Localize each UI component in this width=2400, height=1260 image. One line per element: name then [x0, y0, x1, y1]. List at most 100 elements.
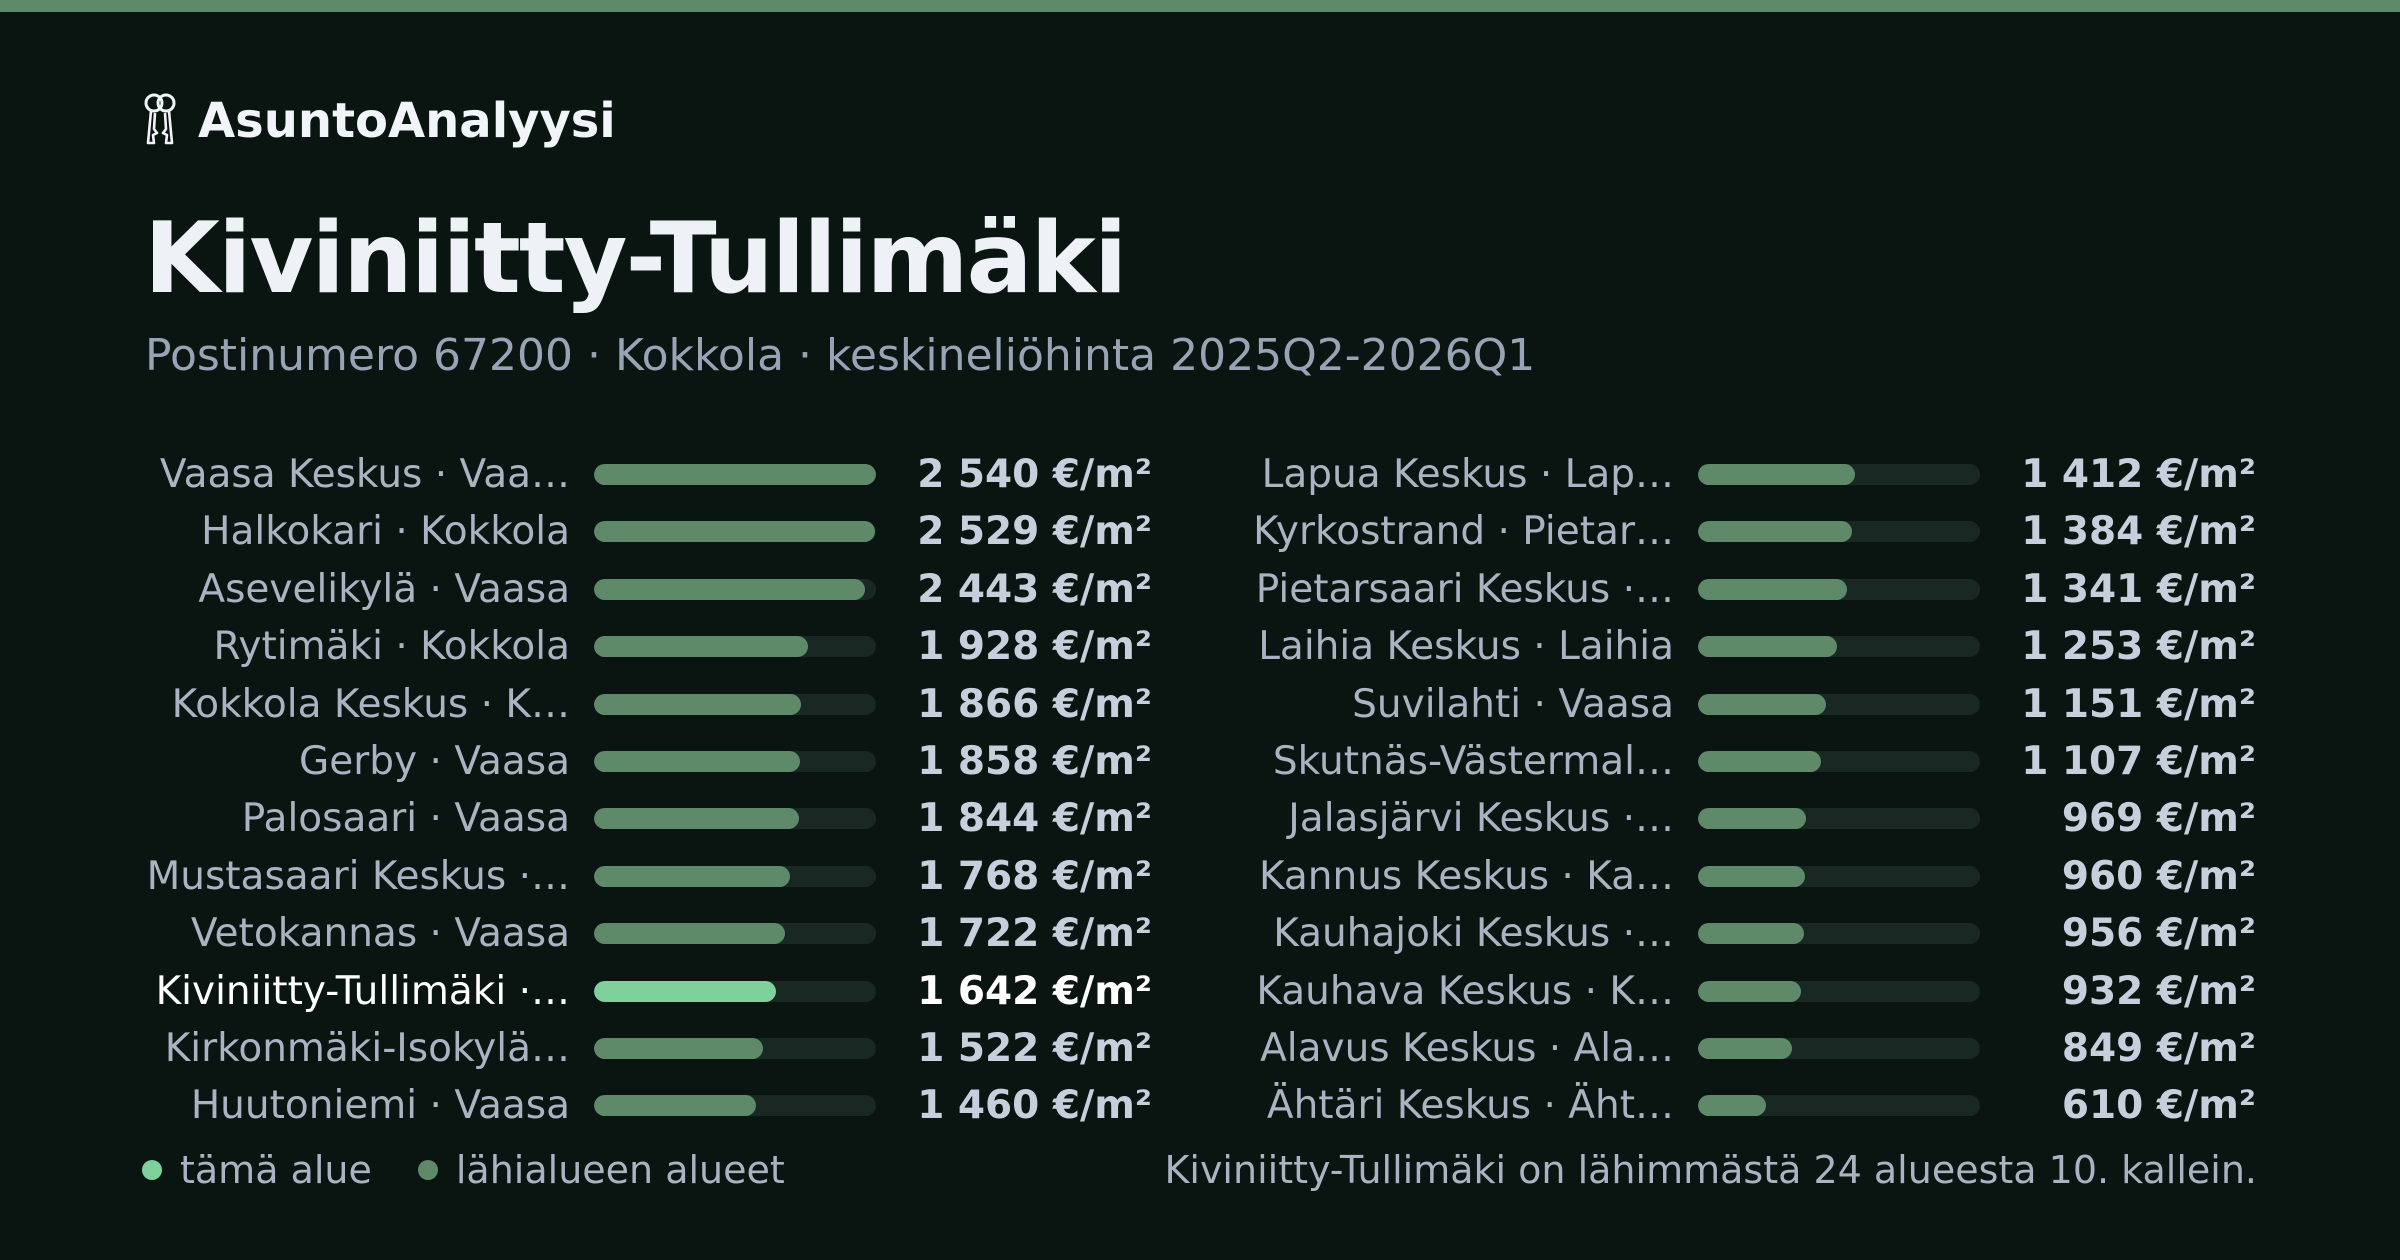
bar-value-label: 969 €/m²: [2061, 796, 2256, 842]
bar-track: [1698, 578, 1980, 600]
bar: [1698, 1037, 1792, 1059]
bar-label: Pietarsaari Keskus ·…: [1255, 566, 1674, 612]
bar-value-label: 1 384 €/m²: [2021, 509, 2256, 555]
bar-label: Mustasaari Keskus ·…: [146, 853, 570, 899]
bar: [594, 808, 799, 830]
bar-row: Vetokannas · Vaasa 1 722 €/m²: [0, 905, 1152, 962]
bar: [1698, 865, 1805, 887]
bar-track: [1698, 693, 1980, 715]
bar-row: Ähtäri Keskus · Äht… 610 €/m²: [1104, 1077, 2256, 1134]
bar-value-label: 2 540 €/m²: [917, 452, 1152, 497]
bar-label: Halkokari · Kokkola: [201, 509, 570, 555]
bar-track: [594, 980, 876, 1002]
bar-label: Asevelikylä · Vaasa: [198, 566, 570, 612]
bar-track: [594, 464, 876, 485]
brand-name: AsuntoAnalyysi: [198, 93, 616, 149]
page-title: Kiviniitty-Tullimäki: [144, 202, 1127, 316]
bar: [594, 750, 800, 772]
bar-track: [1698, 980, 1980, 1002]
bar-value-label: 1 642 €/m²: [917, 968, 1152, 1014]
bar-track: [594, 923, 876, 945]
bar: [1698, 750, 1821, 772]
bar-value-label: 1 768 €/m²: [917, 853, 1152, 899]
bar-row: Mustasaari Keskus ·… 1 768 €/m²: [0, 848, 1152, 905]
bar-row: Suvilahti · Vaasa 1 151 €/m²: [1104, 676, 2256, 733]
legend-label-this-area: tämä alue: [180, 1148, 372, 1192]
bar-label: Ähtäri Keskus · Äht…: [1266, 1083, 1674, 1129]
bar-row: Huutoniemi · Vaasa 1 460 €/m²: [0, 1077, 1152, 1134]
bar: [594, 865, 790, 887]
bar-track: [1698, 1095, 1980, 1117]
bar: [1698, 980, 1801, 1002]
bar-row: Asevelikylä · Vaasa 2 443 €/m²: [0, 561, 1152, 618]
bar-row: Kauhajoki Keskus ·… 956 €/m²: [1104, 905, 2256, 962]
bar-track: [1698, 808, 1980, 830]
bar: [1698, 1095, 1766, 1117]
bar-track: [1698, 750, 1980, 772]
bar-value-label: 1 412 €/m²: [2021, 452, 2256, 497]
brand: AsuntoAnalyysi: [140, 88, 616, 154]
legend-item-nearby-areas: lähialueen alueet: [417, 1148, 785, 1192]
bar-value-label: 2 529 €/m²: [917, 509, 1152, 555]
bar-track: [1698, 636, 1980, 658]
bar-label: Kannus Keskus · Ka…: [1258, 853, 1674, 899]
bar: [594, 693, 801, 715]
legend: tämä alue lähialueen alueet: [142, 1148, 831, 1192]
bar-label: Alavus Keskus · Ala…: [1260, 1025, 1674, 1071]
bar-track: [594, 636, 876, 658]
bar: [594, 1095, 756, 1117]
bar: [1698, 808, 1806, 830]
top-accent-bar: [0, 0, 2400, 12]
bar-label: Lapua Keskus · Lap…: [1261, 452, 1674, 497]
bar: [594, 1037, 763, 1059]
bar-label: Gerby · Vaasa: [299, 738, 570, 784]
bar-value-label: 1 844 €/m²: [917, 796, 1152, 842]
bar: [594, 464, 876, 485]
bar-row: Laihia Keskus · Laihia 1 253 €/m²: [1104, 618, 2256, 675]
bar-row: Palosaari · Vaasa 1 844 €/m²: [0, 790, 1152, 847]
bar-label: Huutoniemi · Vaasa: [190, 1083, 570, 1129]
bar-value-label: 1 858 €/m²: [917, 738, 1152, 784]
bar-chart-left-column: Vaasa Keskus · Vaa… 2 540 €/m² Halkokari ·…: [0, 446, 1152, 1135]
bar-row: Kannus Keskus · Ka… 960 €/m²: [1104, 848, 2256, 905]
bar-track: [1698, 521, 1980, 543]
bar-label: Jalasjärvi Keskus ·…: [1288, 796, 1674, 842]
bar: [594, 521, 875, 543]
bar-value-label: 849 €/m²: [2061, 1025, 2256, 1071]
bar: [1698, 636, 1837, 658]
bar-track: [1698, 923, 1980, 945]
bar-label: Kauhajoki Keskus ·…: [1273, 911, 1674, 957]
bar-row: Pietarsaari Keskus ·… 1 341 €/m²: [1104, 561, 2256, 618]
bar-label: Kauhava Keskus · K…: [1256, 968, 1674, 1014]
bar-row: Rytimäki · Kokkola 1 928 €/m²: [0, 618, 1152, 675]
bar-label: Laihia Keskus · Laihia: [1258, 624, 1674, 670]
bar-label: Kirkonmäki-Isokylä…: [164, 1025, 570, 1071]
bar-track: [1698, 464, 1980, 485]
bar-value-label: 2 443 €/m²: [917, 566, 1152, 612]
bar-value-label: 960 €/m²: [2061, 853, 2256, 899]
keys-icon: [144, 93, 176, 145]
bar-track: [594, 808, 876, 830]
bar-track: [1698, 865, 1980, 887]
bar: [1698, 923, 1804, 945]
bar-value-label: 1 460 €/m²: [917, 1083, 1152, 1129]
bar-track: [594, 865, 876, 887]
bar-track: [594, 750, 876, 772]
bar-track: [594, 1095, 876, 1117]
bar-label: Rytimäki · Kokkola: [213, 624, 570, 670]
bar-highlight: [594, 980, 776, 1002]
bar-label: Vaasa Keskus · Vaa…: [159, 452, 570, 497]
bar-value-label: 1 866 €/m²: [917, 681, 1152, 727]
bar-label: Kokkola Keskus · K…: [171, 681, 570, 727]
legend-item-this-area: tämä alue: [142, 1148, 372, 1192]
bar-value-label: 956 €/m²: [2061, 911, 2256, 957]
bar-row: Kokkola Keskus · K… 1 866 €/m²: [0, 676, 1152, 733]
page-subtitle: Postinumero 67200 · Kokkola · keskineliö…: [145, 330, 1536, 381]
bar-value-label: 1 928 €/m²: [917, 624, 1152, 670]
bar: [1698, 464, 1855, 485]
bar-label: Palosaari · Vaasa: [241, 796, 570, 842]
bar-label: Kyrkostrand · Pietar…: [1253, 509, 1674, 555]
bar: [1698, 521, 1852, 543]
ranking-note: Kiviniitty-Tullimäki on lähimmästä 24 al…: [1164, 1148, 2257, 1192]
bar-row: Kyrkostrand · Pietar… 1 384 €/m²: [1104, 503, 2256, 560]
